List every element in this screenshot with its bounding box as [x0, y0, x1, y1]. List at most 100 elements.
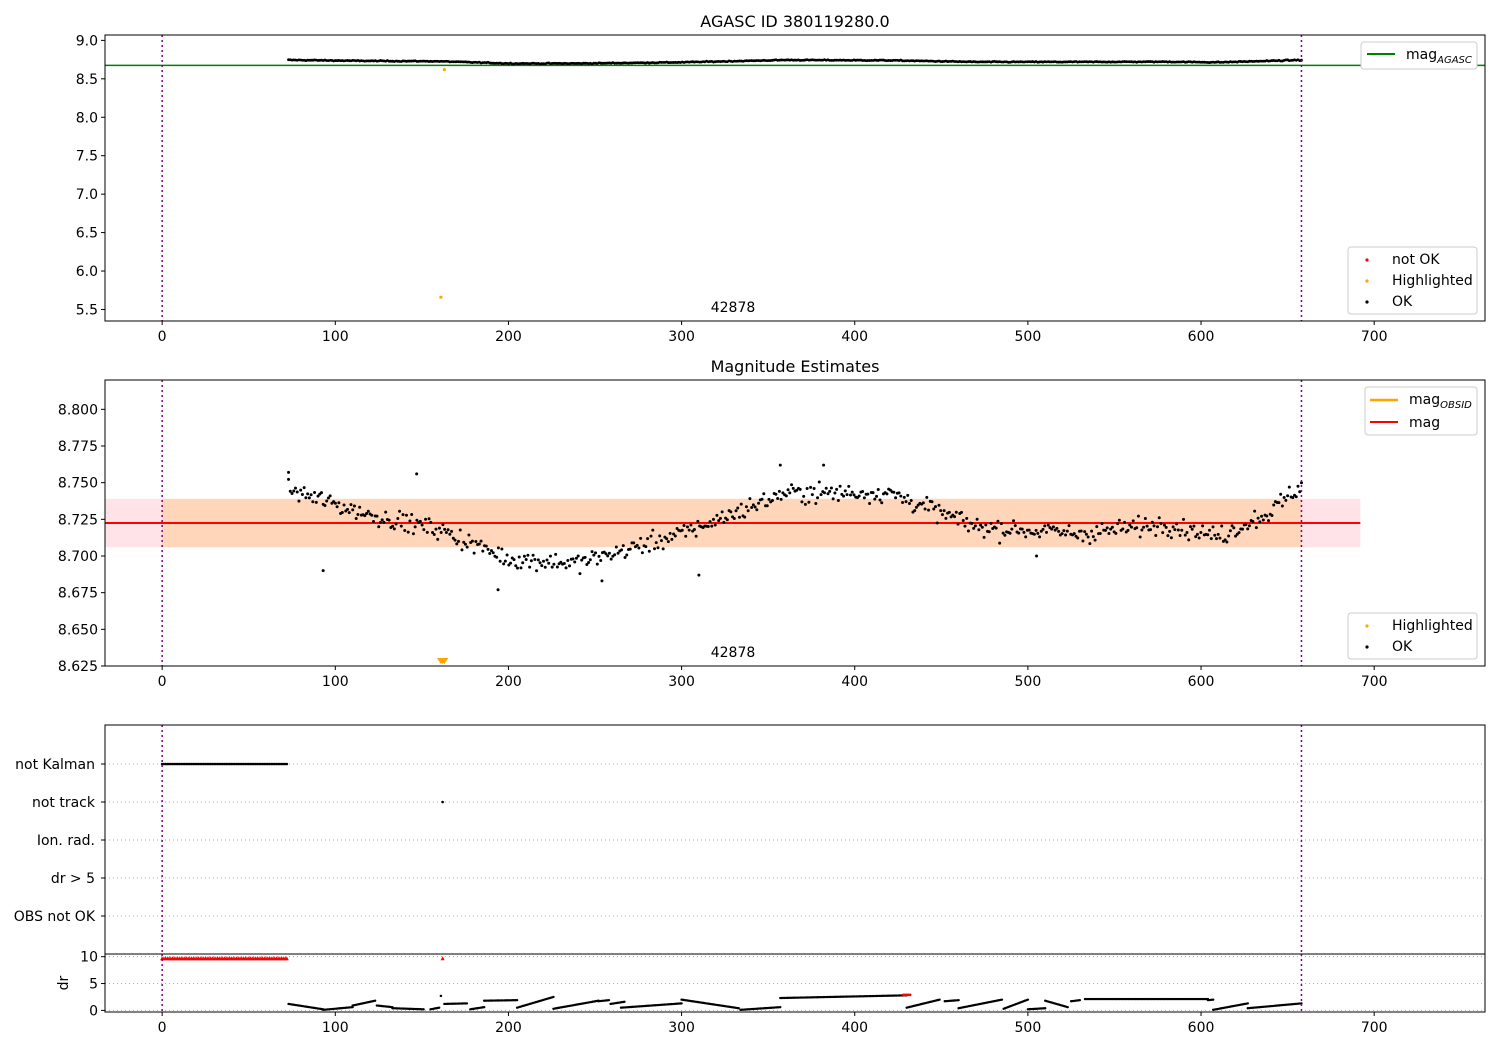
ok-point [684, 534, 688, 538]
ok-point [835, 487, 839, 491]
ok-point [1128, 523, 1132, 527]
x-tick-label: 100 [322, 674, 349, 690]
ok-point [600, 579, 604, 583]
x-tick-label: 300 [668, 329, 695, 345]
ok-point [956, 522, 960, 526]
ok-point [1291, 496, 1295, 500]
ok-point [552, 562, 556, 566]
ok-point [427, 517, 431, 521]
y-tick-label: 5 [89, 977, 98, 993]
ok-point [573, 560, 577, 564]
ok-point [411, 532, 415, 536]
ok-point [784, 494, 788, 498]
ok-point [1187, 538, 1191, 542]
ok-point [457, 539, 461, 543]
ok-point [1159, 522, 1163, 526]
ok-point [335, 505, 339, 509]
middle-annotation: 42878 [711, 645, 756, 661]
ok-point [542, 559, 546, 563]
x-tick-label: 0 [158, 329, 167, 345]
ok-point [710, 524, 714, 528]
ok-point [613, 553, 617, 557]
x-tick-label: 500 [1015, 329, 1042, 345]
y-tick-label: 8.700 [58, 549, 98, 565]
ok-point [1178, 533, 1182, 537]
ok-point [786, 488, 790, 492]
ok-point [325, 499, 329, 503]
dr-axis-label: dr [56, 975, 72, 990]
ok-point [1253, 509, 1257, 513]
ok-point [720, 510, 724, 514]
dr-point [779, 1005, 782, 1009]
ok-point [1072, 532, 1076, 536]
ok-point [365, 512, 369, 516]
ok-point [1051, 525, 1055, 529]
dr-capped-point [440, 956, 445, 961]
ok-point [831, 497, 835, 501]
plot-area [105, 380, 1361, 666]
ok-point [287, 477, 291, 481]
ok-point [932, 507, 936, 511]
dr-point [737, 1007, 740, 1010]
ok-point [1164, 525, 1168, 529]
ok-point [434, 527, 438, 531]
legend-highlighted: Highlighted [1392, 273, 1473, 289]
ok-point [994, 526, 998, 530]
ok-point [803, 502, 807, 506]
ok-point [347, 511, 351, 515]
ok-point [744, 505, 748, 509]
ok-point [750, 505, 754, 509]
ok-point [1034, 528, 1038, 532]
ok-point [807, 500, 811, 504]
ok-point [1013, 524, 1017, 528]
ok-point [1227, 534, 1231, 538]
ok-point [512, 558, 516, 562]
ok-point [822, 463, 826, 467]
top-legend-line: magAGASC [1360, 41, 1478, 70]
ok-point [1044, 530, 1048, 534]
ok-point [576, 554, 580, 558]
ok-point [717, 519, 721, 523]
ok-point [1008, 531, 1012, 535]
ok-point [1057, 529, 1061, 533]
x-tick-label: 400 [841, 674, 868, 690]
ok-point [1055, 526, 1059, 530]
ok-point [1020, 527, 1024, 531]
ok-point [802, 494, 806, 498]
ok-point [503, 559, 507, 563]
ok-point [1067, 524, 1071, 528]
magnitude-estimates-panel: 0 100 200 300 400 500 600 700 8.625 8.650 8.675 8.7… [58, 379, 1486, 690]
ok-point [1105, 526, 1109, 530]
ok-point [1209, 537, 1213, 541]
ok-point [824, 486, 828, 490]
ok-point [420, 523, 424, 527]
ok-point [444, 531, 448, 535]
ok-point [370, 513, 374, 517]
ok-point [372, 520, 376, 524]
ok-point [873, 497, 877, 501]
ok-point [472, 551, 476, 555]
ok-point [661, 547, 665, 551]
ok-point [514, 564, 518, 568]
ok-point [776, 497, 780, 501]
x-tick-label: 100 [322, 329, 349, 345]
legend-mag: mag [1409, 415, 1440, 431]
ok-point [554, 552, 558, 556]
ok-point [696, 519, 700, 523]
highlighted-point [442, 67, 446, 72]
ok-point [1131, 519, 1135, 523]
axes-frame [104, 379, 1486, 667]
ok-point [1182, 517, 1186, 521]
ok-point [1265, 514, 1269, 518]
ok-point [491, 551, 495, 555]
ok-point [899, 494, 903, 498]
ok-point [1084, 532, 1088, 536]
ok-point [578, 572, 582, 576]
ok-point [352, 504, 356, 508]
ok-point [1024, 535, 1028, 539]
ok-point [550, 565, 554, 569]
ok-point [1244, 522, 1248, 526]
x-tick-label: 500 [1015, 1020, 1042, 1036]
ok-point [604, 552, 608, 556]
ok-point [363, 514, 367, 518]
